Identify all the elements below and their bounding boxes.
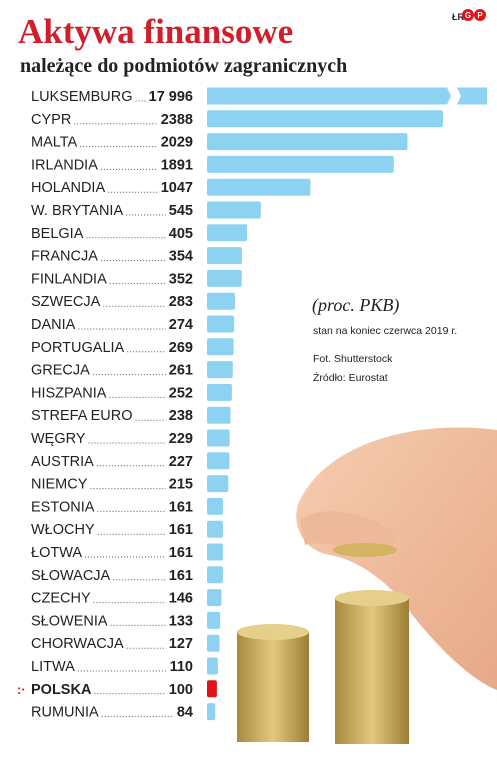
bar [207,292,235,310]
bar [207,247,242,265]
value-label: 161 [169,545,193,561]
bar [207,657,218,675]
category-label: W. BRYTANIA [31,203,123,219]
bar [207,680,217,698]
date-note: stan na koniec czerwca 2019 r. [313,325,458,337]
chart-title: Aktywa finansowe [18,12,294,51]
category-label: BELGIA [31,226,84,242]
value-label: 17 996 [149,89,193,105]
category-label: LITWA [31,659,75,675]
value-label: 161 [169,499,193,515]
value-label: 215 [169,477,193,493]
category-label: ESTONIA [31,499,95,515]
category-label: HISZPANIA [31,385,107,401]
category-label: GRECJA [31,363,90,379]
bar [207,87,447,105]
value-label: 1047 [161,180,193,196]
bar [207,406,231,424]
svg-text:P: P [477,11,483,20]
category-label: STREFA EURO [31,408,133,424]
category-label: RUMUNIA [31,705,99,721]
bar [207,589,222,607]
value-label: 229 [169,431,193,447]
category-label: AUSTRIA [31,454,94,470]
axis-break-mark [447,87,451,105]
value-label: 2029 [161,135,193,151]
bar [207,429,230,447]
bar-continuation [457,87,487,105]
category-label: PORTUGALIA [31,340,125,356]
value-label: 261 [169,363,193,379]
bar [207,383,232,401]
value-label: 238 [169,408,193,424]
bar [207,201,261,219]
photo-credit: Fot. Shutterstock [313,353,393,365]
bar [207,452,230,470]
value-label: 283 [169,294,193,310]
bar [207,133,408,151]
bar [207,110,443,128]
highlight-marker: :· [17,682,26,697]
category-label: DANIA [31,317,76,333]
category-label: ŁOTWA [31,545,82,561]
bar [207,703,216,721]
value-label: 405 [169,226,193,242]
value-label: 1891 [161,157,193,173]
gp-logo-icon: G P [462,9,486,21]
bar [207,178,311,196]
category-label: WŁOCHY [31,522,95,538]
category-label: NIEMCY [31,477,88,493]
value-label: 133 [169,613,193,629]
bar [207,155,394,173]
bar [207,520,223,538]
category-label: POLSKA [31,682,92,698]
value-label: 127 [169,636,193,652]
category-label: WĘGRY [31,431,86,447]
bar [207,315,235,333]
unit-note: (proc. PKB) [312,295,400,315]
bar [207,361,233,379]
value-label: 161 [169,522,193,538]
value-label: 252 [169,385,193,401]
value-label: 161 [169,568,193,584]
value-label: 227 [169,454,193,470]
category-label: MALTA [31,135,78,151]
bar [207,497,223,515]
bar [207,475,229,493]
bar [207,611,221,629]
svg-text:G: G [465,11,471,20]
photo-illustration [237,427,497,744]
category-label: IRLANDIA [31,157,98,173]
value-label: 100 [169,682,193,698]
category-label: HOLANDIA [31,180,105,196]
bar [207,338,234,356]
category-label: CHORWACJA [31,636,124,652]
brand-text: ŁR [452,12,464,22]
value-label: 2388 [161,112,193,128]
bar [207,224,248,242]
category-label: CZECHY [31,591,91,607]
category-label: SZWECJA [31,294,101,310]
category-label: CYPR [31,112,71,128]
bar [207,634,220,652]
category-label: FRANCJA [31,249,98,265]
value-label: 110 [170,659,193,675]
value-label: 545 [169,203,193,219]
value-label: 352 [169,271,193,287]
value-label: 274 [169,317,193,333]
value-label: 269 [169,340,193,356]
value-label: 146 [169,591,193,607]
bar [207,269,242,287]
category-label: SŁOWACJA [31,568,111,584]
bar [207,566,223,584]
bar [207,543,223,561]
chart-subtitle: należące do podmiotów zagranicznych [20,55,348,77]
category-label: FINLANDIA [31,271,107,287]
source-note: Źródło: Eurostat [313,372,388,384]
category-label: SŁOWENIA [31,613,108,629]
value-label: 354 [169,249,193,265]
value-label: 84 [177,705,193,721]
category-label: LUKSEMBURG [31,89,133,105]
